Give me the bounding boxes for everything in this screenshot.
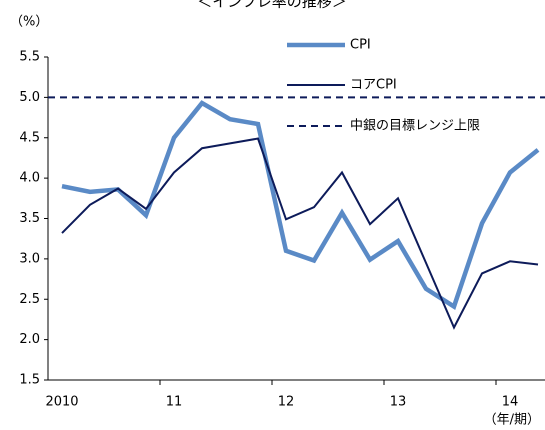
x-tick-label: 11 — [166, 395, 183, 410]
y-axis-label: （%） — [10, 15, 48, 30]
legend-label: コアCPI — [350, 78, 397, 93]
y-tick-label: 2.5 — [19, 292, 40, 307]
legend-label: CPI — [350, 38, 371, 53]
line-series — [61, 137, 539, 330]
y-tick-label: 5.0 — [19, 90, 40, 105]
x-tick-label: 2010 — [45, 395, 78, 410]
y-tick-label: 4.5 — [19, 130, 40, 145]
legend-label: 中銀の目標レンジ上限 — [350, 119, 480, 134]
x-tick-label: 14 — [502, 395, 519, 410]
chart-title: ＜インフレ率の推移＞ — [197, 0, 347, 11]
y-tick-label: 4.0 — [19, 171, 40, 186]
y-tick-label: 2.0 — [19, 332, 40, 347]
x-tick-label: 12 — [278, 395, 295, 410]
y-tick-label: 1.5 — [19, 373, 40, 388]
y-tick-label: 3.0 — [19, 251, 40, 266]
x-tick-label: 13 — [390, 395, 407, 410]
x-axis-label: （年/期） — [484, 413, 540, 428]
line-series — [61, 100, 540, 310]
y-tick-label: 3.5 — [19, 211, 40, 226]
y-tick-label: 5.5 — [19, 50, 40, 65]
